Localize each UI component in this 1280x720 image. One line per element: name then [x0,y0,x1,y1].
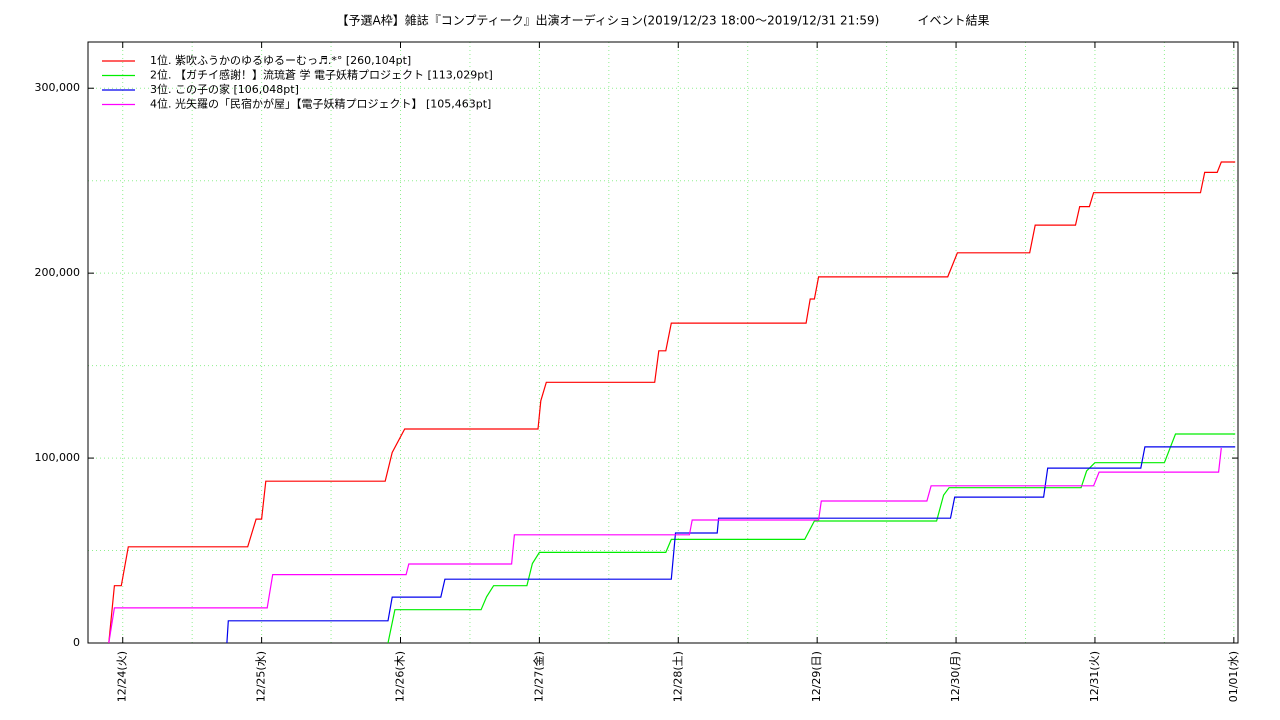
y-tick-label: 0 [73,636,80,649]
legend-label: 3位. この子の家 [106,048pt] [150,82,299,96]
x-tick-label: 12/24(火) [116,651,129,702]
x-tick-label: 12/26(木) [394,651,407,702]
x-tick-label: 12/31(火) [1088,651,1101,702]
series-line [108,161,1236,644]
y-tick-label: 100,000 [35,451,81,464]
plot-frame [87,41,1239,644]
x-tick-label: 12/30(月) [949,651,962,702]
legend-label: 4位. 光矢羅の「民宿かが屋」【電子妖精プロジェクト】 [105,463pt] [150,97,491,111]
series-line [108,447,1222,644]
series-line [387,433,1236,644]
x-tick-label: 12/27(金) [531,651,545,702]
chart-title: 【予選A枠】雑誌『コンプティーク』出演オーディション(2019/12/23 18… [337,13,990,28]
series-line [226,446,1236,644]
x-tick-label: 12/28(土) [671,651,684,702]
legend-label: 2位. 【ガチイ感謝！】流琉蒼 学 電子妖精プロジェクト [113,029pt] [150,68,493,82]
y-tick-label: 200,000 [35,266,81,279]
x-tick-label: 12/29(日) [810,651,823,702]
x-tick-label: 12/25(水) [255,651,268,702]
x-tick-label: 01/01(水) [1227,651,1240,702]
y-tick-label: 300,000 [35,81,81,94]
legend-label: 1位. 紫吹ふうかのゆるゆるーむっ♬.*° [260,104pt] [150,53,411,67]
